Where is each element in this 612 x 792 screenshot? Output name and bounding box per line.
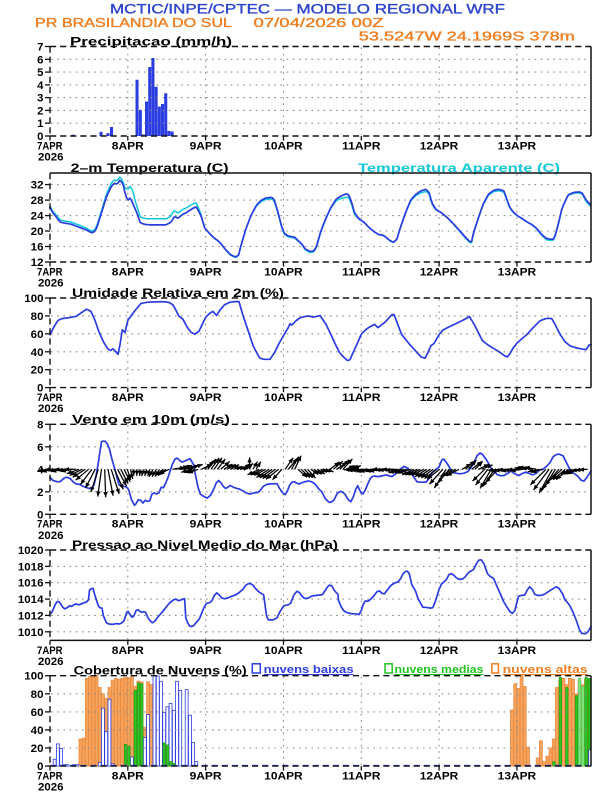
- svg-text:2–m Temperatura (C): 2–m Temperatura (C): [71, 163, 229, 175]
- svg-text:0: 0: [37, 383, 43, 395]
- svg-text:13APR: 13APR: [498, 519, 537, 531]
- svg-text:10APR: 10APR: [264, 140, 303, 152]
- svg-text:8APR: 8APR: [112, 266, 144, 278]
- svg-text:2026: 2026: [38, 278, 64, 290]
- svg-text:1: 1: [37, 118, 43, 130]
- svg-text:16: 16: [31, 242, 44, 254]
- svg-text:12APR: 12APR: [420, 392, 459, 404]
- svg-text:13APR: 13APR: [498, 140, 537, 152]
- svg-text:7: 7: [37, 42, 43, 54]
- svg-text:6: 6: [37, 442, 43, 454]
- svg-text:9APR: 9APR: [190, 392, 222, 404]
- svg-text:1016: 1016: [18, 578, 44, 590]
- svg-text:100: 100: [24, 671, 43, 683]
- svg-text:13APR: 13APR: [498, 645, 537, 657]
- svg-text:10APR: 10APR: [264, 771, 303, 783]
- svg-text:0: 0: [37, 509, 43, 521]
- svg-text:nuvens baixas: nuvens baixas: [264, 664, 354, 676]
- svg-text:2026: 2026: [38, 152, 64, 164]
- svg-text:11APR: 11APR: [342, 266, 381, 278]
- svg-text:20: 20: [31, 365, 44, 377]
- svg-text:53.5247W 24.1969S 378m: 53.5247W 24.1969S 378m: [359, 30, 575, 44]
- svg-text:12: 12: [31, 257, 44, 269]
- svg-text:9APR: 9APR: [190, 771, 222, 783]
- svg-text:7APR: 7APR: [37, 392, 63, 404]
- svg-text:2: 2: [37, 487, 43, 499]
- svg-text:8APR: 8APR: [112, 645, 144, 657]
- svg-text:11APR: 11APR: [342, 392, 381, 404]
- svg-text:1012: 1012: [18, 610, 44, 622]
- svg-text:32: 32: [31, 180, 44, 192]
- svg-text:40: 40: [31, 725, 44, 737]
- svg-text:8APR: 8APR: [112, 771, 144, 783]
- svg-text:1010: 1010: [18, 627, 44, 639]
- svg-text:7APR: 7APR: [37, 771, 63, 783]
- svg-text:2026: 2026: [38, 403, 64, 415]
- svg-text:13APR: 13APR: [498, 266, 537, 278]
- svg-text:MCTIC/INPE/CPTEC — MODELO REGI: MCTIC/INPE/CPTEC — MODELO REGIONAL WRF: [110, 1, 505, 17]
- svg-text:28: 28: [31, 195, 44, 207]
- svg-text:9APR: 9APR: [190, 645, 222, 657]
- svg-text:80: 80: [31, 689, 44, 701]
- svg-text:60: 60: [31, 707, 44, 719]
- svg-text:nuvens medias: nuvens medias: [395, 664, 484, 676]
- svg-text:8: 8: [37, 419, 43, 431]
- svg-text:4: 4: [37, 80, 44, 92]
- svg-text:10APR: 10APR: [264, 645, 303, 657]
- svg-text:07/04/2026 00Z: 07/04/2026 00Z: [254, 16, 385, 30]
- svg-text:2026: 2026: [38, 782, 64, 792]
- svg-text:Vento em 10m (m/s): Vento em 10m (m/s): [72, 414, 230, 426]
- svg-text:Pressao ao Nivel Medio do Mar: Pressao ao Nivel Medio do Mar (hPa): [72, 540, 338, 552]
- svg-text:13APR: 13APR: [498, 392, 537, 404]
- svg-text:5: 5: [37, 67, 43, 79]
- svg-text:24: 24: [31, 211, 45, 223]
- svg-text:10APR: 10APR: [264, 392, 303, 404]
- svg-text:12APR: 12APR: [420, 266, 459, 278]
- svg-text:Umidade Relativa em 2m (%): Umidade Relativa em 2m (%): [72, 288, 284, 300]
- svg-text:PR BRASILANDIA DO SUL: PR BRASILANDIA DO SUL: [35, 16, 232, 30]
- svg-text:12APR: 12APR: [420, 140, 459, 152]
- svg-text:12APR: 12APR: [420, 771, 459, 783]
- svg-text:12APR: 12APR: [420, 519, 459, 531]
- svg-text:80: 80: [31, 311, 44, 323]
- svg-text:9APR: 9APR: [190, 266, 222, 278]
- svg-text:7APR: 7APR: [37, 140, 63, 152]
- svg-text:Temperatura Aparente (C): Temperatura Aparente (C): [358, 163, 560, 175]
- svg-text:Precipitacao (mm/h): Precipitacao (mm/h): [70, 37, 232, 49]
- svg-text:60: 60: [31, 329, 44, 341]
- svg-text:6: 6: [37, 54, 43, 66]
- svg-text:9APR: 9APR: [190, 519, 222, 531]
- svg-text:9APR: 9APR: [190, 140, 222, 152]
- svg-text:0: 0: [37, 131, 43, 143]
- svg-text:20: 20: [31, 226, 44, 238]
- svg-text:11APR: 11APR: [342, 140, 381, 152]
- svg-text:1020: 1020: [18, 545, 44, 557]
- svg-text:11APR: 11APR: [342, 645, 381, 657]
- svg-text:11APR: 11APR: [342, 771, 381, 783]
- svg-text:10APR: 10APR: [264, 519, 303, 531]
- svg-text:7APR: 7APR: [37, 519, 63, 531]
- svg-text:nuvens altas: nuvens altas: [503, 664, 588, 676]
- svg-text:20: 20: [31, 743, 44, 755]
- svg-text:1014: 1014: [18, 594, 45, 606]
- svg-text:3: 3: [37, 93, 43, 105]
- svg-text:100: 100: [24, 293, 43, 305]
- svg-text:2: 2: [37, 105, 43, 117]
- svg-text:8APR: 8APR: [112, 140, 144, 152]
- svg-text:10APR: 10APR: [264, 266, 303, 278]
- svg-text:8APR: 8APR: [112, 519, 144, 531]
- svg-text:12APR: 12APR: [420, 645, 459, 657]
- svg-text:1018: 1018: [18, 561, 44, 573]
- svg-text:11APR: 11APR: [342, 519, 381, 531]
- svg-text:7APR: 7APR: [37, 645, 63, 657]
- svg-text:7APR: 7APR: [37, 266, 63, 278]
- svg-text:4: 4: [37, 464, 44, 476]
- svg-text:2026: 2026: [38, 656, 64, 668]
- svg-text:2026: 2026: [38, 530, 64, 542]
- svg-text:Cobertura de Nuvens (%): Cobertura de Nuvens (%): [74, 666, 247, 678]
- svg-text:40: 40: [31, 347, 44, 359]
- svg-text:0: 0: [37, 761, 43, 773]
- svg-text:13APR: 13APR: [498, 771, 537, 783]
- svg-text:8APR: 8APR: [112, 392, 144, 404]
